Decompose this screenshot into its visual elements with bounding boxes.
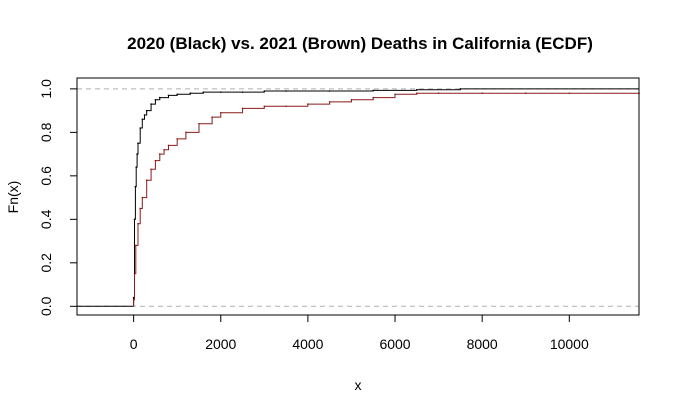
x-tick-label: 4000 <box>292 336 323 352</box>
ecdf-series-1 <box>133 88 639 307</box>
ecdf-point <box>416 92 418 95</box>
ecdf-point <box>135 244 137 247</box>
y-tick-label: 0.4 <box>38 209 54 229</box>
ecdf-point <box>198 122 200 125</box>
ecdf-point <box>437 92 440 95</box>
ecdf-point <box>202 91 205 93</box>
y-tick-label: 0.0 <box>38 296 54 316</box>
ecdf-point <box>176 138 179 140</box>
x-axis-label: x <box>355 377 362 393</box>
ecdf-point <box>416 88 418 91</box>
ecdf-point <box>139 127 141 129</box>
ecdf-point <box>145 109 148 112</box>
ecdf-point <box>143 114 146 116</box>
ecdf-point <box>263 90 266 92</box>
ecdf-point <box>219 111 222 114</box>
ecdf-point <box>141 196 144 199</box>
ecdf-point <box>328 101 331 103</box>
x-tick-label: 6000 <box>379 336 410 352</box>
chart-title: 2020 (Black) vs. 2021 (Brown) Deaths in … <box>127 34 593 53</box>
x-axis: 0 2000 4000 6000 8000 10000 <box>130 314 589 352</box>
y-axis: 0.0 0.2 0.4 0.6 0.8 1.0 <box>38 79 78 316</box>
ecdf-point <box>139 207 141 210</box>
ecdf-point <box>158 96 161 99</box>
ecdf-point <box>481 92 483 95</box>
plot-frame <box>76 77 640 316</box>
ecdf-point <box>350 98 353 101</box>
ecdf-point <box>185 131 187 134</box>
ecdf-point <box>568 92 571 95</box>
y-tick-label: 1.0 <box>38 79 54 99</box>
ecdf-point <box>189 92 192 95</box>
ecdf-point <box>307 103 309 105</box>
x-tick-label: 8000 <box>467 336 498 352</box>
ecdf-point <box>459 88 462 90</box>
ecdf-point <box>134 185 137 188</box>
x-tick-label: 10000 <box>550 336 589 352</box>
y-axis-label: Fn(x) <box>5 181 21 214</box>
ecdf-point <box>154 159 157 162</box>
ecdf-point <box>211 116 213 118</box>
x-tick-label: 0 <box>130 336 138 352</box>
ecdf-point <box>137 222 139 225</box>
ecdf-point <box>176 93 179 96</box>
ecdf-point <box>150 168 152 171</box>
ecdf-point <box>137 142 139 145</box>
ecdf-point <box>219 91 222 93</box>
y-tick-label: 0.8 <box>38 122 54 142</box>
plot-area <box>77 88 640 307</box>
ecdf-point <box>154 98 157 101</box>
ecdf-point <box>263 105 266 108</box>
ecdf-point <box>372 96 375 99</box>
ecdf-point <box>394 93 396 96</box>
ecdf-point <box>133 218 136 221</box>
ecdf-point <box>163 148 165 151</box>
ecdf-point <box>141 118 144 121</box>
y-tick-label: 0.2 <box>38 253 54 273</box>
ecdf-series-2 <box>133 92 639 307</box>
ecdf-point <box>241 91 244 93</box>
ecdf-point <box>285 90 287 92</box>
ecdf-point <box>145 179 148 181</box>
ecdf-point <box>285 105 287 108</box>
ecdf-point <box>167 144 170 147</box>
ecdf-point <box>135 166 138 168</box>
ecdf-point <box>132 298 135 301</box>
x-tick-label: 2000 <box>205 336 236 352</box>
ecdf-point <box>524 92 527 95</box>
ecdf-point <box>241 107 244 110</box>
ecdf-point <box>150 103 152 105</box>
ecdf-point <box>328 90 331 92</box>
ecdf-point <box>158 153 161 155</box>
ecdf-point <box>167 94 170 97</box>
ecdf-point <box>372 89 375 92</box>
y-tick-label: 0.6 <box>38 166 54 186</box>
ecdf-point <box>133 272 136 275</box>
ecdf-point <box>136 153 138 155</box>
